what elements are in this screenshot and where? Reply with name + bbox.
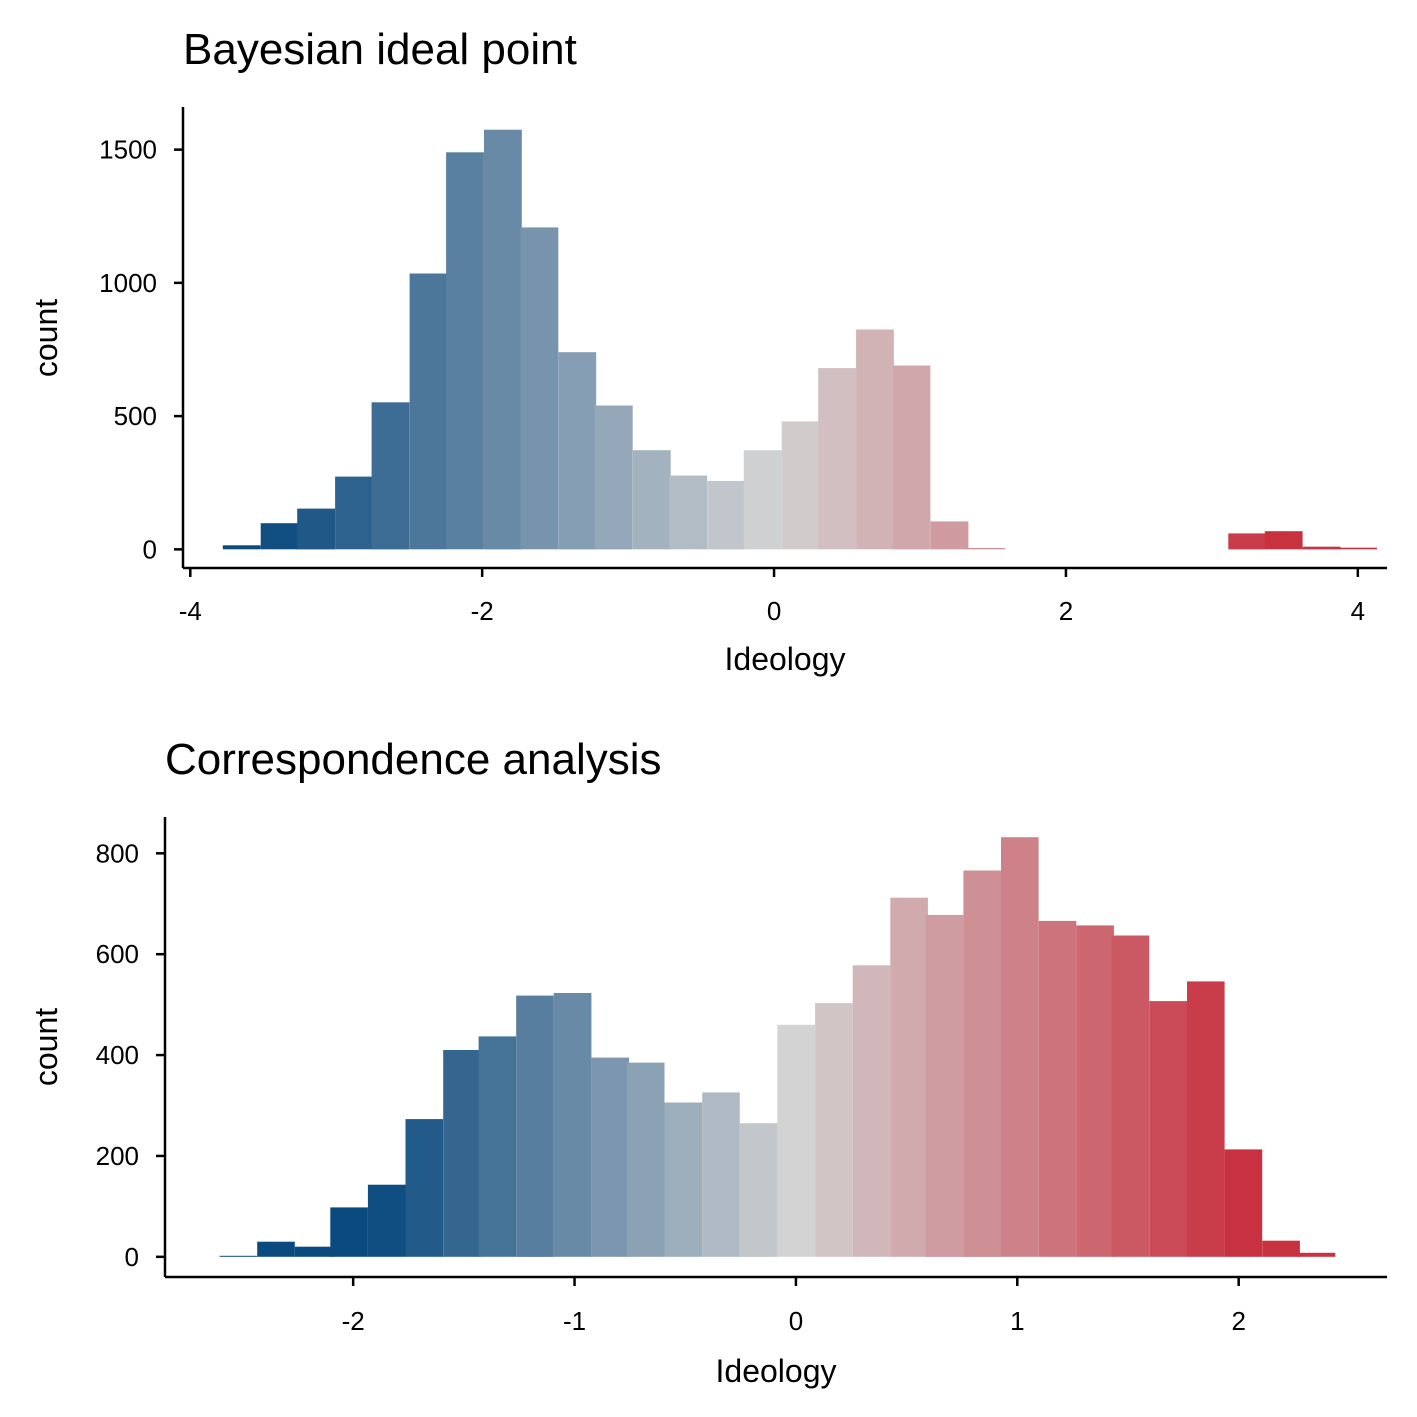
histogram-bar — [963, 870, 1001, 1257]
histogram-bar — [219, 1255, 258, 1257]
y-tick-label: 200 — [96, 1141, 139, 1171]
histogram-bar — [405, 1119, 444, 1257]
histogram-bars — [219, 837, 1336, 1257]
histogram-bar — [297, 508, 335, 550]
histogram-bar — [594, 405, 633, 550]
y-tick-label: 400 — [96, 1040, 139, 1070]
y-tick-label: 1000 — [99, 268, 157, 298]
histogram-bar — [856, 329, 894, 550]
histogram-bar — [1038, 920, 1077, 1257]
histogram-bar — [967, 548, 1005, 550]
histogram-bar — [335, 476, 373, 550]
histogram-bar — [367, 1184, 406, 1257]
histogram-bar — [1262, 1240, 1300, 1257]
x-axis-title: Ideology — [716, 1353, 837, 1389]
histogram-bar — [1111, 935, 1150, 1257]
histogram-bar — [1224, 1149, 1263, 1257]
axis-ticks: -2 -1 0 1 2 0 200 400 600 800 — [96, 838, 1246, 1336]
histogram-bar — [222, 545, 261, 550]
histogram-bar — [707, 480, 746, 550]
x-axis-title: Ideology — [725, 641, 846, 677]
histogram-bar — [815, 1003, 853, 1257]
histogram-bar — [781, 421, 820, 550]
y-axis-title: count — [28, 299, 64, 377]
histogram-bar — [409, 273, 448, 550]
histogram-bar — [930, 521, 969, 550]
histogram-bar — [1187, 981, 1225, 1257]
x-tick-label: 2 — [1231, 1306, 1245, 1336]
histogram-bar — [516, 995, 554, 1257]
x-tick-label: -1 — [563, 1306, 586, 1336]
x-tick-label: 4 — [1351, 596, 1365, 626]
histogram-bar — [1297, 1252, 1336, 1257]
y-tick-label: 600 — [96, 939, 139, 969]
histogram-bar — [443, 1050, 481, 1257]
bayesian-panel: Bayesian ideal point -4 -2 0 2 4 0 500 1000 1500… — [28, 25, 1387, 677]
y-tick-label: 1500 — [99, 135, 157, 165]
x-tick-label: 0 — [767, 596, 781, 626]
histogram-bar — [777, 1024, 815, 1257]
histogram-bar — [1302, 546, 1341, 550]
correspondence-panel: Correspondence analysis -2 -1 0 1 2 0 200 400 60… — [28, 735, 1387, 1389]
histogram-bar — [1076, 925, 1114, 1257]
histogram-bar — [478, 1036, 517, 1257]
y-tick-label: 500 — [114, 401, 157, 431]
histogram-bar — [702, 1092, 740, 1257]
histogram-bar — [626, 1062, 665, 1257]
histogram-bar — [257, 1241, 295, 1257]
x-tick-label: 0 — [789, 1306, 803, 1336]
histogram-bar — [852, 965, 891, 1257]
histogram-bar — [892, 365, 931, 550]
x-tick-label: -4 — [179, 596, 202, 626]
histogram-bar — [591, 1057, 630, 1257]
histogram-bars — [222, 129, 1377, 550]
x-tick-label: 1 — [1010, 1306, 1024, 1336]
histogram-bar — [553, 993, 592, 1257]
y-tick-label: 0 — [125, 1242, 139, 1272]
histogram-bar — [371, 402, 410, 550]
y-tick-label: 0 — [143, 534, 157, 564]
histogram-bar — [446, 152, 484, 550]
histogram-bar — [890, 897, 928, 1257]
histogram-bar — [818, 368, 856, 550]
histogram-bar — [1149, 1001, 1187, 1257]
histogram-bar — [520, 227, 559, 550]
axis-ticks: -4 -2 0 2 4 0 500 1000 1500 — [99, 135, 1365, 626]
histogram-bar — [1339, 547, 1377, 550]
histogram-bar — [484, 129, 522, 550]
histogram-bar — [1264, 531, 1303, 550]
panel-title: Correspondence analysis — [165, 735, 662, 784]
panel-title: Bayesian ideal point — [183, 25, 577, 74]
x-tick-label: -2 — [342, 1306, 365, 1336]
histogram-bar — [664, 1102, 703, 1257]
histogram-bar — [330, 1207, 368, 1257]
histogram-bar — [260, 523, 299, 550]
x-tick-label: -2 — [471, 596, 494, 626]
histogram-bar — [669, 475, 708, 550]
histogram-bar — [1001, 837, 1039, 1257]
histogram-bar — [739, 1123, 778, 1257]
x-tick-label: 2 — [1059, 596, 1073, 626]
histogram-bar — [294, 1246, 333, 1257]
histogram-bar — [925, 914, 964, 1257]
histogram-bar — [743, 450, 782, 550]
histogram-bar — [1228, 533, 1267, 550]
histogram-bar — [558, 352, 597, 550]
histogram-bar — [632, 450, 671, 550]
y-tick-label: 800 — [96, 838, 139, 868]
y-axis-title: count — [28, 1008, 64, 1086]
